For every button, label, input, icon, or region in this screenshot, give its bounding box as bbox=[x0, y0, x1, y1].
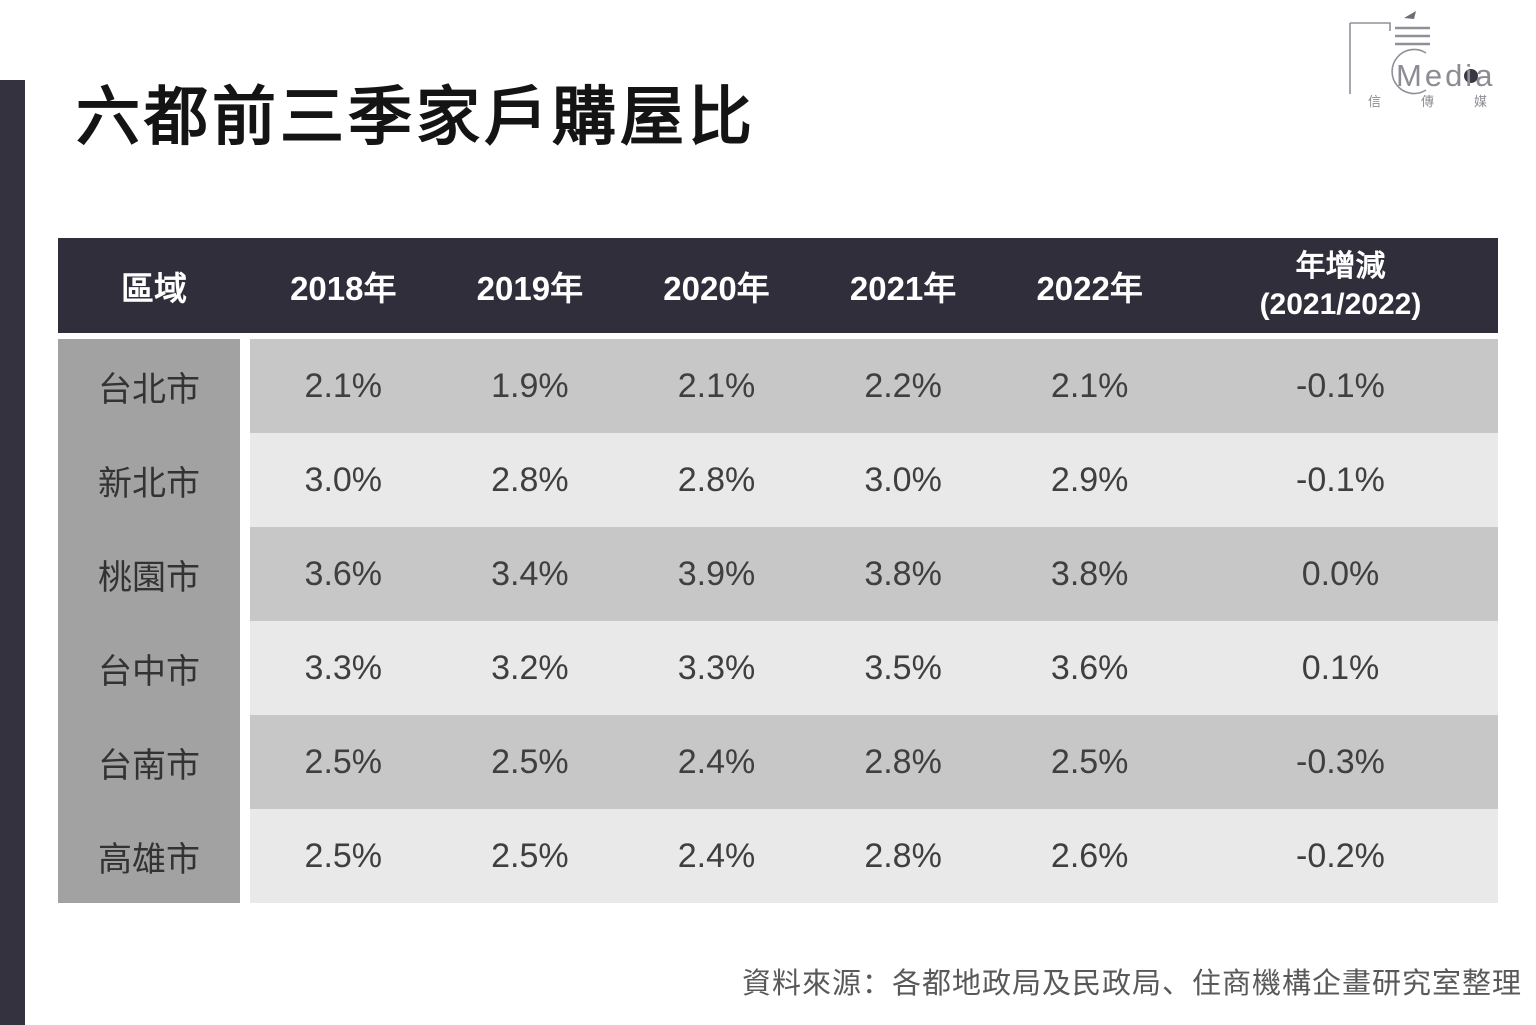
table-header-row: 區域 2018年 2019年 2020年 2021年 2022年 年增減 (20… bbox=[58, 238, 1498, 333]
header-region: 區域 bbox=[121, 269, 187, 307]
header-2019: 2019年 bbox=[476, 269, 584, 307]
left-accent-bar bbox=[0, 80, 25, 1025]
logo-tick-mark bbox=[1404, 11, 1416, 19]
source-note: 資料來源：各都地政局及民政局、住商機構企畫研究室整理 bbox=[741, 968, 1522, 1000]
value-cell: 3.6% bbox=[1050, 648, 1129, 687]
value-cell: 3.0% bbox=[304, 460, 383, 499]
table-body: 台北市 2.1% 1.9% 2.1% 2.2% 2.1% -0.1% 新北市 3… bbox=[58, 339, 1498, 903]
column-gap bbox=[240, 715, 250, 809]
value-cell: 1.9% bbox=[491, 366, 569, 405]
change-cell: -0.1% bbox=[1296, 366, 1385, 405]
value-cell: 2.9% bbox=[1050, 460, 1129, 499]
region-cell: 桃園市 bbox=[58, 527, 240, 621]
change-cell: -0.2% bbox=[1296, 836, 1385, 875]
value-cell: 3.6% bbox=[304, 554, 383, 593]
value-cell: 2.8% bbox=[677, 460, 756, 499]
value-cell: 2.2% bbox=[864, 366, 942, 405]
value-cell: 2.6% bbox=[1050, 836, 1129, 875]
value-cell: 2.1% bbox=[1050, 366, 1129, 405]
change-cell: 0.0% bbox=[1301, 554, 1380, 593]
value-cell: 2.1% bbox=[677, 366, 756, 405]
value-cell: 3.8% bbox=[1050, 554, 1129, 593]
table-row-newtaipei: 新北市 3.0% 2.8% 2.8% 3.0% 2.9% -0.1% bbox=[58, 433, 1498, 527]
change-cell: -0.3% bbox=[1296, 742, 1385, 781]
value-cell: 3.3% bbox=[304, 648, 383, 687]
row-values: 2.5% 2.5% 2.4% 2.8% 2.6% -0.2% bbox=[250, 809, 1498, 903]
value-cell: 3.2% bbox=[491, 648, 569, 687]
row-values: 3.3% 3.2% 3.3% 3.5% 3.6% 0.1% bbox=[250, 621, 1498, 715]
page-title: 六都前三季家戶購屋比 bbox=[76, 81, 756, 153]
header-2018: 2018年 bbox=[290, 269, 397, 307]
value-cell: 3.4% bbox=[491, 554, 569, 593]
header-yoy-change-line1: 年增減 bbox=[1295, 250, 1386, 283]
row-values: 2.1% 1.9% 2.1% 2.2% 2.1% -0.1% bbox=[250, 339, 1498, 433]
value-cell: 2.5% bbox=[304, 742, 383, 781]
change-cell: -0.1% bbox=[1296, 460, 1385, 499]
column-gap bbox=[240, 809, 250, 903]
table-row-taoyuan: 桃園市 3.6% 3.4% 3.9% 3.8% 3.8% 0.0% bbox=[58, 527, 1498, 621]
table-row-taichung: 台中市 3.3% 3.2% 3.3% 3.5% 3.6% 0.1% bbox=[58, 621, 1498, 715]
value-cell: 2.1% bbox=[304, 366, 383, 405]
data-table: 區域 2018年 2019年 2020年 2021年 2022年 年增減 (20… bbox=[58, 238, 1498, 903]
row-values: 2.5% 2.5% 2.4% 2.8% 2.5% -0.3% bbox=[250, 715, 1498, 809]
table-row-tainan: 台南市 2.5% 2.5% 2.4% 2.8% 2.5% -0.3% bbox=[58, 715, 1498, 809]
row-values: 3.6% 3.4% 3.9% 3.8% 3.8% 0.0% bbox=[250, 527, 1498, 621]
column-gap bbox=[240, 339, 250, 433]
logo-brand-text: Media bbox=[1396, 58, 1495, 93]
row-values: 3.0% 2.8% 2.8% 3.0% 2.9% -0.1% bbox=[250, 433, 1498, 527]
column-gap bbox=[240, 433, 250, 527]
value-cell: 2.8% bbox=[491, 460, 569, 499]
value-cell: 3.8% bbox=[864, 554, 942, 593]
region-cell: 新北市 bbox=[58, 433, 240, 527]
logo-dot bbox=[1464, 69, 1478, 83]
value-cell: 3.0% bbox=[864, 460, 942, 499]
region-cell: 台中市 bbox=[58, 621, 240, 715]
header-yoy-change-line2: (2021/2022) bbox=[1259, 287, 1422, 321]
column-gap bbox=[240, 621, 250, 715]
cmedia-logo: Media 信傳媒 bbox=[1338, 6, 1516, 109]
table-row-kaohsiung: 高雄市 2.5% 2.5% 2.4% 2.8% 2.6% -0.2% bbox=[58, 809, 1498, 903]
value-cell: 2.8% bbox=[864, 836, 942, 875]
header-2022: 2022年 bbox=[1036, 269, 1143, 307]
value-cell: 3.3% bbox=[677, 648, 756, 687]
header-2021: 2021年 bbox=[849, 269, 957, 307]
change-cell: 0.1% bbox=[1301, 648, 1380, 687]
value-cell: 2.5% bbox=[1050, 742, 1129, 781]
header-yoy-change: 年增減 (2021/2022) bbox=[1183, 248, 1498, 323]
value-cell: 2.5% bbox=[491, 742, 569, 781]
value-cell: 2.8% bbox=[864, 742, 942, 781]
value-cell: 2.4% bbox=[677, 742, 756, 781]
value-cell: 3.5% bbox=[864, 648, 942, 687]
region-cell: 台北市 bbox=[58, 339, 240, 433]
region-cell: 台南市 bbox=[58, 715, 240, 809]
value-cell: 2.5% bbox=[491, 836, 569, 875]
table-row-taipei: 台北市 2.1% 1.9% 2.1% 2.2% 2.1% -0.1% bbox=[58, 339, 1498, 433]
value-cell: 2.5% bbox=[304, 836, 383, 875]
column-gap bbox=[240, 527, 250, 621]
cmedia-logo-icon: Media 信傳媒 bbox=[1349, 11, 1516, 109]
value-cell: 2.4% bbox=[677, 836, 756, 875]
value-cell: 3.9% bbox=[677, 554, 756, 593]
header-2020: 2020年 bbox=[663, 269, 770, 307]
logo-brand-cn-text: 信傳媒 bbox=[1368, 94, 1516, 108]
region-cell: 高雄市 bbox=[58, 809, 240, 903]
